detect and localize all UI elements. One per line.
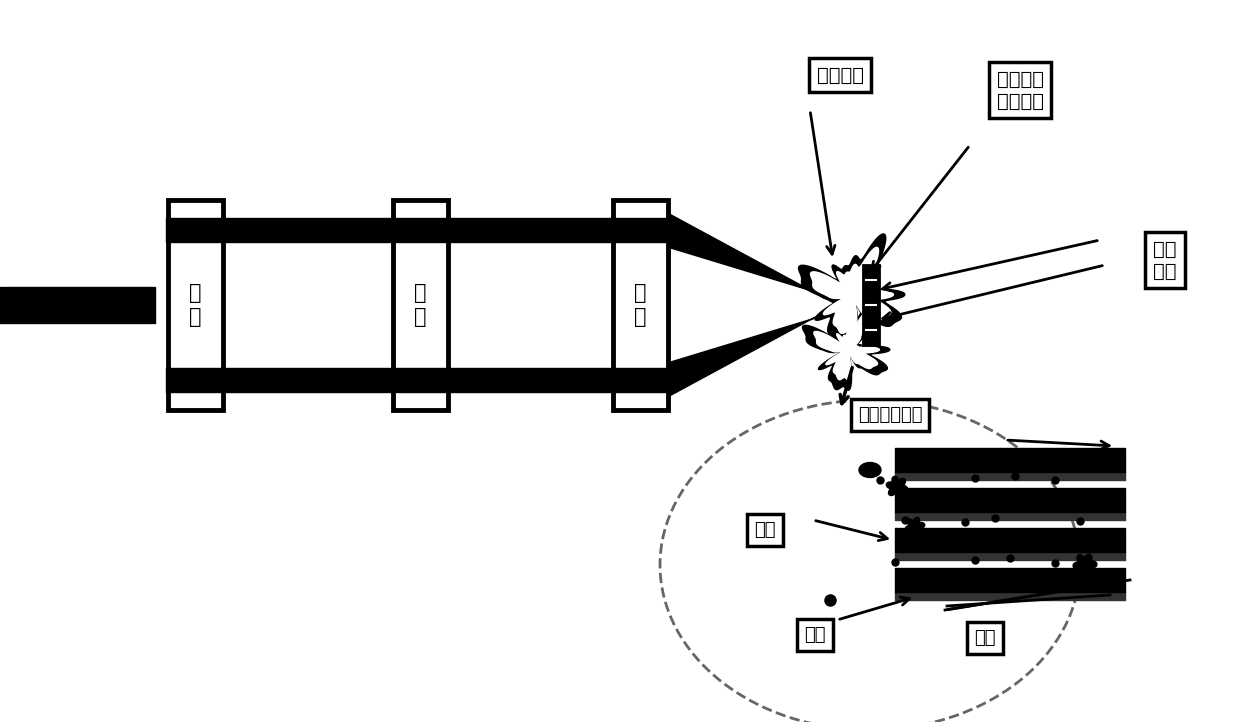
Text: 分
束: 分 束: [188, 284, 201, 326]
Bar: [393, 200, 448, 410]
Polygon shape: [799, 234, 905, 345]
Text: 分子: 分子: [975, 629, 996, 647]
Polygon shape: [1073, 554, 1097, 576]
Text: 电子: 电子: [754, 521, 776, 539]
Text: 离子: 离子: [805, 626, 826, 644]
Ellipse shape: [859, 463, 880, 477]
Text: 诱导击穿
等离子体: 诱导击穿 等离子体: [997, 69, 1044, 110]
Polygon shape: [905, 518, 925, 536]
Text: 待测
样品: 待测 样品: [1153, 240, 1177, 281]
Text: 辅助气体: 辅助气体: [816, 66, 863, 84]
Polygon shape: [887, 477, 908, 497]
Polygon shape: [811, 248, 893, 334]
Bar: [167, 200, 222, 410]
Bar: [613, 200, 667, 410]
Polygon shape: [667, 213, 844, 309]
Bar: [863, 265, 879, 345]
Polygon shape: [802, 298, 890, 390]
Polygon shape: [813, 311, 879, 380]
Polygon shape: [667, 301, 844, 397]
Text: 等离子体光谱: 等离子体光谱: [858, 406, 923, 424]
Text: 同
步: 同 步: [414, 284, 427, 326]
Text: 聚
焦: 聚 焦: [634, 284, 646, 326]
